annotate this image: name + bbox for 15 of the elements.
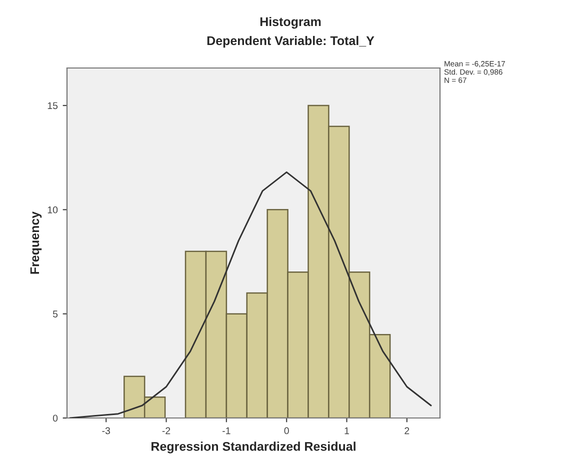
x-axis-title: Regression Standardized Residual: [152, 442, 356, 454]
x-tick-label: -2: [162, 427, 170, 434]
chart-subtitle: Dependent Variable: Total_Y: [207, 36, 374, 48]
y-tick-label: 0: [52, 414, 58, 422]
y-tick-label: 5: [52, 310, 58, 318]
line-series: [69, 171, 432, 418]
x-tick-label: -1: [222, 427, 230, 434]
x-tick-label: 0: [284, 427, 289, 434]
x-tick-label: 1: [344, 427, 349, 434]
x-tick-label: 2: [404, 427, 410, 434]
x-tick-label: -3: [102, 427, 110, 434]
y-axis-title: Frequency: [30, 211, 42, 274]
chart-title: Histogram: [260, 16, 321, 29]
y-tick-label: 15: [48, 102, 58, 110]
y-tick-label: 10: [48, 206, 58, 214]
